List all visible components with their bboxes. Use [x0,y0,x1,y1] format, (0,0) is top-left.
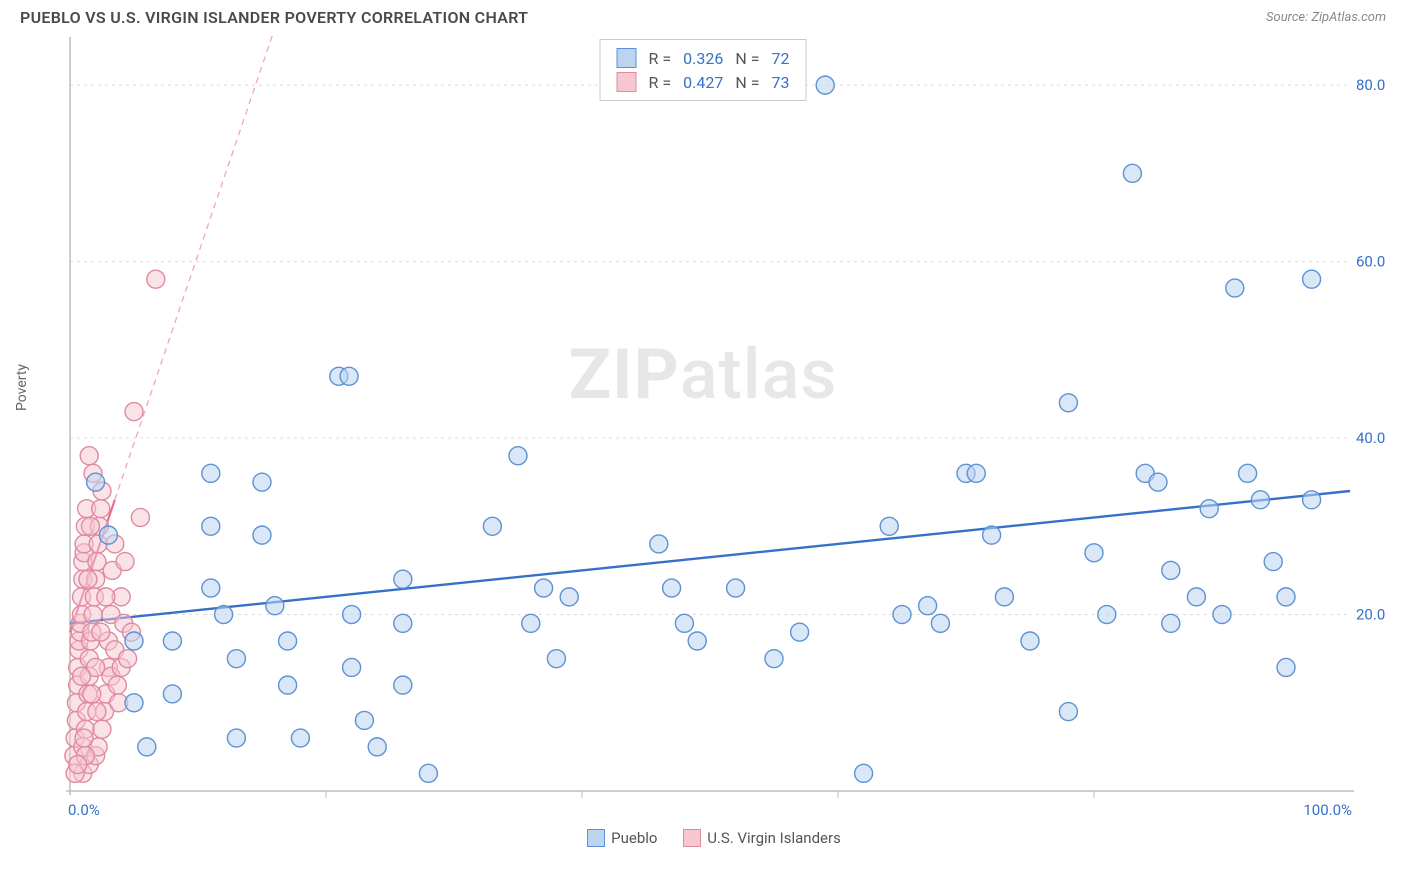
chart-container: Poverty 20.0%40.0%60.0%80.0%0.0%100.0% Z… [20,31,1386,851]
source-attribution: Source: ZipAtlas.com [1266,10,1386,25]
svg-text:80.0%: 80.0% [1356,76,1386,94]
svg-text:0.0%: 0.0% [68,801,100,819]
y-axis-label: Poverty [14,364,30,411]
chart-title: PUEBLO VS U.S. VIRGIN ISLANDER POVERTY C… [20,8,528,27]
svg-text:60.0%: 60.0% [1356,253,1386,271]
scatter-chart: 20.0% 40.0% 60.0% 80.0% 0.0% 100.0% [20,31,1386,851]
stats-legend-box: R = 0.326 N = 72 R = 0.427 N = 73 [600,39,807,101]
stats-row-2: R = 0.427 N = 73 [617,70,790,94]
bottom-legend: Pueblo U.S. Virgin Islanders [20,829,1386,847]
svg-text:20.0%: 20.0% [1356,606,1386,624]
svg-text:40.0%: 40.0% [1356,429,1386,447]
legend-label-1: Pueblo [611,829,657,847]
legend-label-2: U.S. Virgin Islanders [707,829,841,847]
stats-row-1: R = 0.326 N = 72 [617,46,790,70]
svg-text:100.0%: 100.0% [1303,801,1352,819]
